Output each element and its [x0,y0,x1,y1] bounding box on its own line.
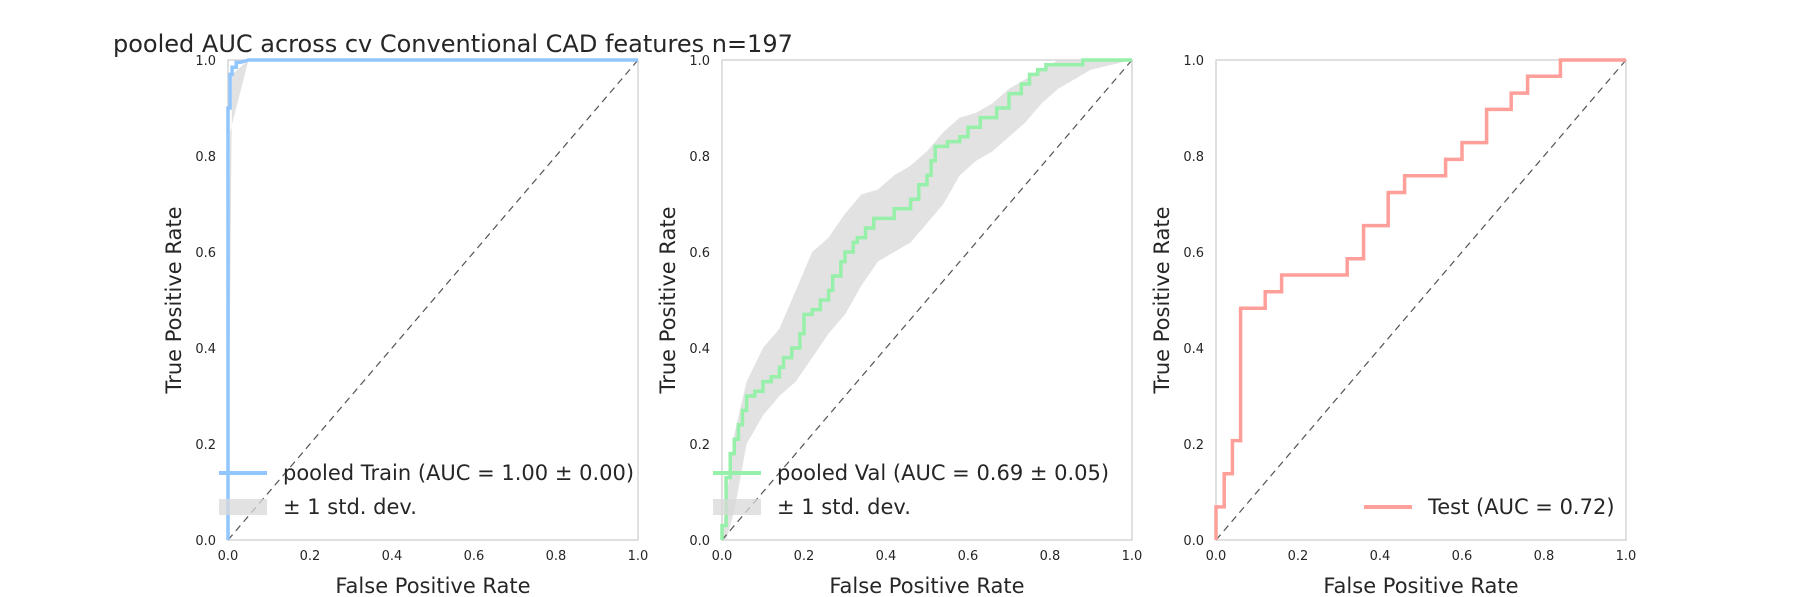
roc-curve [226,58,638,540]
y-tick-label: 0.4 [195,342,216,357]
y-tick-label: 0.2 [1183,438,1204,453]
legend-label: pooled Train (AUC = 1.00 ± 0.00) [283,461,634,485]
y-axis-label: True Positive Rate [1150,206,1174,394]
roc-curve [1214,58,1626,540]
std-band [722,60,1132,540]
y-tick-label: 0.0 [689,534,710,549]
y-tick-label: 0.2 [195,438,216,453]
x-tick-label: 0.2 [794,549,815,564]
y-tick-label: 1.0 [1183,54,1204,69]
x-tick-label: 1.0 [628,549,649,564]
x-axis-label: False Positive Rate [335,574,530,597]
x-tick-label: 0.0 [1206,549,1227,564]
x-tick-label: 0.6 [1452,549,1473,564]
legend-label: ± 1 std. dev. [283,495,417,519]
roc-curve [720,58,1132,540]
figure-title: pooled AUC across cv Conventional CAD fe… [113,30,793,58]
y-tick-label: 0.4 [689,342,710,357]
x-tick-label: 0.2 [1288,549,1309,564]
x-tick-label: 0.4 [382,549,403,564]
y-tick-label: 0.0 [1183,534,1204,549]
x-axis-label: False Positive Rate [829,574,1024,597]
legend-band-swatch [713,499,761,515]
legend-band-swatch [219,499,267,515]
roc-panel-val: 0.0 0.2 0.4 0.6 0.8 1.0 0.0 0.2 0.4 0.6 0.8 1.0 Fals… [656,54,1142,597]
y-axis-label: True Positive Rate [656,206,680,394]
legend-label: pooled Val (AUC = 0.69 ± 0.05) [777,461,1109,485]
chance-diagonal [227,59,639,541]
x-tick-label: 0.4 [876,549,897,564]
chance-diagonal [721,59,1133,541]
y-tick-label: 1.0 [195,54,216,69]
y-tick-label: 0.4 [1183,342,1204,357]
x-tick-label: 0.8 [1534,549,1555,564]
y-tick-label: 0.0 [195,534,216,549]
chance-diagonal [1215,59,1627,541]
legend-label: ± 1 std. dev. [777,495,911,519]
x-tick-label: 0.2 [300,549,321,564]
x-tick-label: 1.0 [1122,549,1143,564]
y-axis-label: True Positive Rate [162,206,186,394]
x-tick-label: 0.8 [1040,549,1061,564]
x-tick-label: 0.8 [546,549,567,564]
x-tick-label: 0.6 [958,549,979,564]
legend-label: Test (AUC = 0.72) [1427,495,1615,519]
x-axis-label: False Positive Rate [1323,574,1518,597]
x-tick-label: 0.4 [1370,549,1391,564]
y-tick-label: 0.8 [689,150,710,165]
x-tick-label: 0.0 [218,549,239,564]
x-tick-label: 0.0 [712,549,733,564]
y-tick-label: 0.8 [195,150,216,165]
y-tick-label: 1.0 [689,54,710,69]
y-tick-label: 0.6 [689,246,710,261]
x-tick-label: 1.0 [1616,549,1637,564]
x-tick-label: 0.6 [464,549,485,564]
roc-panel-test: 0.0 0.2 0.4 0.6 0.8 1.0 0.0 0.2 0.4 0.6 0.8 1.0 Fals… [1150,54,1636,597]
y-tick-label: 0.6 [1183,246,1204,261]
y-tick-label: 0.8 [1183,150,1204,165]
roc-panel-train: 0.0 0.2 0.4 0.6 0.8 1.0 0.0 0.2 0.4 0.6 0.8 1.0 Fals… [162,54,648,597]
y-tick-label: 0.2 [689,438,710,453]
y-tick-label: 0.6 [195,246,216,261]
